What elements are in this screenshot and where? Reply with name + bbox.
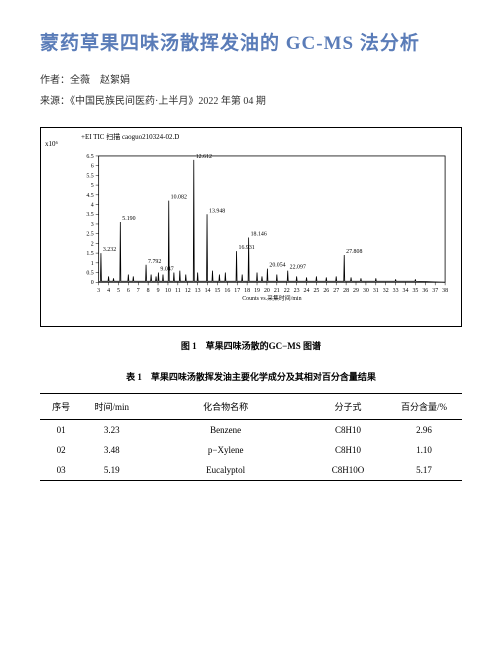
svg-text:24: 24 <box>304 288 310 294</box>
svg-text:34: 34 <box>403 288 409 294</box>
compounds-table: 序号 时间/min 化合物名称 分子式 百分含量/% 01 3.23 Benze… <box>40 393 462 481</box>
svg-text:1: 1 <box>91 261 94 267</box>
svg-text:3: 3 <box>97 288 100 294</box>
svg-text:35: 35 <box>412 288 418 294</box>
svg-text:4.5: 4.5 <box>86 193 93 199</box>
table-caption: 表 1 草果四味汤散挥发油主要化学成分及其相对百分含量结果 <box>40 370 462 383</box>
svg-text:12.612: 12.612 <box>196 154 212 160</box>
svg-text:28: 28 <box>343 288 349 294</box>
cell-name: Benzene <box>141 420 310 441</box>
svg-text:4: 4 <box>107 288 110 294</box>
svg-text:33: 33 <box>393 288 399 294</box>
svg-text:32: 32 <box>383 288 389 294</box>
svg-text:3: 3 <box>91 222 94 228</box>
th-seq: 序号 <box>40 394 82 420</box>
svg-text:36: 36 <box>422 288 428 294</box>
svg-text:9.047: 9.047 <box>160 267 173 273</box>
svg-text:23: 23 <box>294 288 300 294</box>
table-header-row: 序号 时间/min 化合物名称 分子式 百分含量/% <box>40 394 462 420</box>
svg-text:37: 37 <box>432 288 438 294</box>
table-row: 02 3.48 p−Xylene C8H10 1.10 <box>40 440 462 460</box>
svg-text:8: 8 <box>147 288 150 294</box>
svg-text:18: 18 <box>244 288 250 294</box>
table-row: 01 3.23 Benzene C8H10 2.96 <box>40 420 462 441</box>
th-formula: 分子式 <box>310 394 386 420</box>
svg-text:18.146: 18.146 <box>251 232 267 238</box>
svg-text:20: 20 <box>264 288 270 294</box>
cell-name: Eucalyptol <box>141 460 310 481</box>
svg-text:16: 16 <box>224 288 230 294</box>
cell-pct: 1.10 <box>386 440 462 460</box>
cell-time: 3.48 <box>82 440 141 460</box>
svg-text:9: 9 <box>157 288 160 294</box>
svg-text:Counts vs.采集时间/min: Counts vs.采集时间/min <box>242 294 301 302</box>
svg-text:5: 5 <box>117 288 120 294</box>
svg-text:6.5: 6.5 <box>86 154 93 160</box>
svg-text:6: 6 <box>127 288 130 294</box>
cell-time: 5.19 <box>82 460 141 481</box>
svg-text:13: 13 <box>195 288 201 294</box>
svg-text:2: 2 <box>91 241 94 247</box>
svg-text:5.190: 5.190 <box>122 216 135 222</box>
y-exponent-label: x10⁶ <box>45 140 58 148</box>
th-pct: 百分含量/% <box>386 394 462 420</box>
cell-seq: 01 <box>40 420 82 441</box>
svg-text:4: 4 <box>91 202 94 208</box>
source-line: 来源：《中国民族民间医药·上半月》2022 年第 04 期 <box>40 92 462 107</box>
svg-text:0: 0 <box>91 280 94 286</box>
svg-text:30: 30 <box>363 288 369 294</box>
svg-text:22: 22 <box>284 288 290 294</box>
chart-svg: 00.511.522.533.544.555.566.5345678910111… <box>77 152 451 302</box>
svg-text:7.792: 7.792 <box>148 259 161 265</box>
cell-seq: 03 <box>40 460 82 481</box>
svg-text:21: 21 <box>274 288 280 294</box>
svg-text:27: 27 <box>333 288 339 294</box>
svg-text:14: 14 <box>205 288 211 294</box>
svg-text:29: 29 <box>353 288 359 294</box>
cell-pct: 2.96 <box>386 420 462 441</box>
svg-text:13.948: 13.948 <box>209 208 225 214</box>
svg-text:15: 15 <box>214 288 220 294</box>
cell-name: p−Xylene <box>141 440 310 460</box>
svg-text:25: 25 <box>313 288 319 294</box>
svg-text:2.5: 2.5 <box>86 232 93 238</box>
svg-text:31: 31 <box>373 288 379 294</box>
cell-formula: C8H10 <box>310 440 386 460</box>
svg-text:38: 38 <box>442 288 448 294</box>
svg-text:19: 19 <box>254 288 260 294</box>
svg-text:6: 6 <box>91 164 94 170</box>
svg-text:0.5: 0.5 <box>86 271 93 277</box>
cell-pct: 5.17 <box>386 460 462 481</box>
svg-text:22.097: 22.097 <box>290 265 306 271</box>
chart-caption: 图 1 草果四味汤散的GC−MS 图谱 <box>40 339 462 352</box>
cell-formula: C8H10O <box>310 460 386 481</box>
svg-text:5: 5 <box>91 183 94 189</box>
cell-time: 3.23 <box>82 420 141 441</box>
svg-text:10.082: 10.082 <box>171 195 187 201</box>
svg-text:1.5: 1.5 <box>86 251 93 257</box>
svg-text:17: 17 <box>234 288 240 294</box>
svg-text:11: 11 <box>175 288 181 294</box>
svg-text:27.808: 27.808 <box>346 249 362 255</box>
gcms-chart: +EI TIC 扫描 caoguo210324-02.D x10⁶ 00.511… <box>40 127 462 327</box>
cell-seq: 02 <box>40 440 82 460</box>
table-row: 03 5.19 Eucalyptol C8H10O 5.17 <box>40 460 462 481</box>
chart-top-label: +EI TIC 扫描 caoguo210324-02.D <box>81 132 179 142</box>
svg-text:20.054: 20.054 <box>269 263 285 269</box>
svg-text:3.232: 3.232 <box>103 247 116 253</box>
cell-formula: C8H10 <box>310 420 386 441</box>
th-time: 时间/min <box>82 394 141 420</box>
svg-text:5.5: 5.5 <box>86 173 93 179</box>
svg-text:7: 7 <box>137 288 140 294</box>
svg-text:26: 26 <box>323 288 329 294</box>
svg-text:16.931: 16.931 <box>239 245 255 251</box>
svg-text:10: 10 <box>165 288 171 294</box>
svg-text:12: 12 <box>185 288 191 294</box>
th-name: 化合物名称 <box>141 394 310 420</box>
authors-line: 作者：全薇 赵絮娟 <box>40 71 462 86</box>
svg-text:3.5: 3.5 <box>86 212 93 218</box>
page-title: 蒙药草果四味汤散挥发油的 GC-MS 法分析 <box>40 28 462 55</box>
